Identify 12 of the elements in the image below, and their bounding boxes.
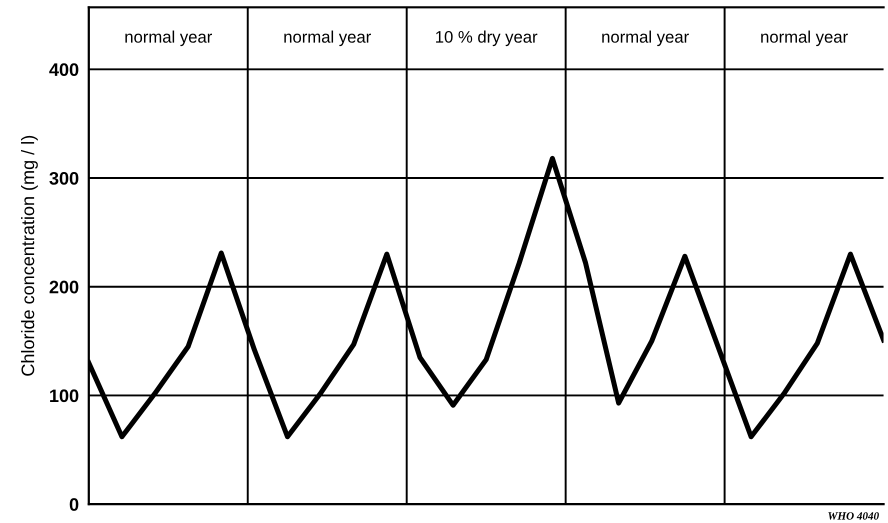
y-tick-label: 200	[50, 280, 78, 294]
annotation: normal year	[125, 30, 212, 46]
y-axis-title: Chloride concentration (mg / l)	[21, 136, 38, 376]
text: WHO 4040	[828, 512, 879, 520]
y-tick-label: 100	[50, 389, 78, 402]
y-tick-label: 0	[70, 498, 78, 511]
y-tick-label: 400	[49, 63, 78, 76]
annotation: normal year	[761, 30, 848, 46]
annotation: 10 % dry year	[436, 30, 538, 46]
y-tick-label: 300	[49, 172, 78, 185]
annotation: normal year	[602, 30, 689, 46]
annotation: normal year	[284, 30, 371, 46]
